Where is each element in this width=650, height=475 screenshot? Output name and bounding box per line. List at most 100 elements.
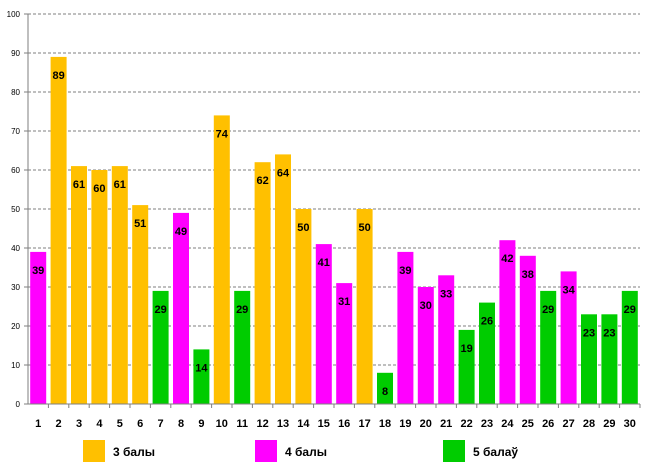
data-label: 61 [73,179,85,191]
y-tick-label: 90 [11,49,20,58]
x-tick-label: 27 [562,418,574,430]
data-label: 29 [236,304,248,316]
data-label: 60 [93,183,105,195]
data-label: 23 [583,327,595,339]
x-tick-label: 8 [178,418,184,430]
bar [193,349,210,404]
x-tick-label: 13 [277,418,289,430]
bar [621,290,638,404]
legend-swatch [255,440,277,462]
data-label: 29 [624,304,636,316]
legend-label: 5 балаў [473,445,518,459]
x-tick-label: 15 [318,418,330,430]
data-label: 29 [154,304,166,316]
x-tick-label: 17 [358,418,370,430]
bar [397,251,414,404]
y-tick-label: 10 [11,361,20,370]
legend-label: 4 балы [285,445,327,459]
data-label: 23 [603,327,615,339]
data-label: 51 [134,218,146,230]
bar [71,166,87,404]
bar [173,212,189,404]
data-label: 50 [358,222,370,234]
data-label: 39 [399,265,411,277]
x-tick-label: 10 [216,418,228,430]
x-tick-label: 16 [338,418,350,430]
data-label: 41 [318,257,330,269]
x-tick-label: 19 [399,418,411,430]
bar [91,170,108,404]
bar [377,372,393,404]
data-label: 14 [195,362,208,374]
data-label: 62 [256,175,268,187]
data-label: 30 [420,300,432,312]
x-tick-label: 23 [481,418,493,430]
x-tick-label: 22 [460,418,472,430]
bar [30,251,47,404]
data-label: 31 [338,296,350,308]
legend: 3 балы 4 балы 5 балаў [83,440,518,462]
y-axis-ticks: 0 10 20 30 40 50 60 70 80 90 100 [7,10,28,409]
bar [152,290,169,404]
bar [356,209,373,404]
data-label: 74 [216,128,229,140]
bar [417,287,434,404]
y-tick-label: 60 [11,166,20,175]
y-tick-label: 70 [11,127,20,136]
x-tick-label: 14 [297,418,310,430]
x-tick-label: 7 [158,418,164,430]
bar [479,302,495,404]
bar [50,56,67,405]
bar [438,275,455,404]
y-tick-label: 80 [11,88,20,97]
bar [111,166,128,404]
x-tick-label: 3 [76,418,82,430]
x-tick-label: 11 [236,418,248,430]
data-label: 61 [114,179,126,191]
data-label: 64 [277,167,290,179]
data-label: 38 [522,269,534,281]
data-label: 89 [52,70,64,82]
data-label: 42 [501,253,513,265]
bar [132,205,149,404]
data-label: 26 [481,316,493,328]
bar [499,240,516,404]
y-tick-label: 50 [11,205,20,214]
legend-swatch [443,440,465,462]
bar [560,271,577,404]
bar [213,115,230,405]
x-tick-label: 9 [198,418,204,430]
x-tick-label: 30 [624,418,636,430]
y-tick-label: 40 [11,244,20,253]
data-label: 33 [440,288,452,300]
bar [581,314,597,404]
data-label: 19 [460,343,472,355]
data-label: 50 [297,222,309,234]
legend-label: 3 балы [113,445,155,459]
bar [315,244,332,404]
legend-item: 5 балаў [443,440,518,462]
x-tick-label: 6 [137,418,143,430]
y-tick-label: 20 [11,322,20,331]
bar [540,290,557,404]
x-tick-label: 29 [603,418,615,430]
bar [519,255,536,404]
x-tick-label: 26 [542,418,554,430]
bar [601,314,618,404]
bars [30,56,638,405]
bar [275,154,291,404]
grid-lines [28,13,640,366]
y-tick-label: 0 [16,400,21,409]
x-tick-label: 1 [35,418,41,430]
data-label: 34 [562,284,575,296]
bar [336,283,353,404]
data-labels: 39 89 61 60 61 51 29 49 14 74 29 62 64 50 41 31 50 8 39 30 3… [32,70,636,398]
bar [234,290,251,404]
x-tick-label: 25 [522,418,534,430]
y-tick-label: 100 [7,10,21,19]
x-tick-label: 5 [117,418,123,430]
bar [295,209,312,404]
x-tick-label: 21 [440,418,452,430]
legend-item: 3 балы [83,440,155,462]
